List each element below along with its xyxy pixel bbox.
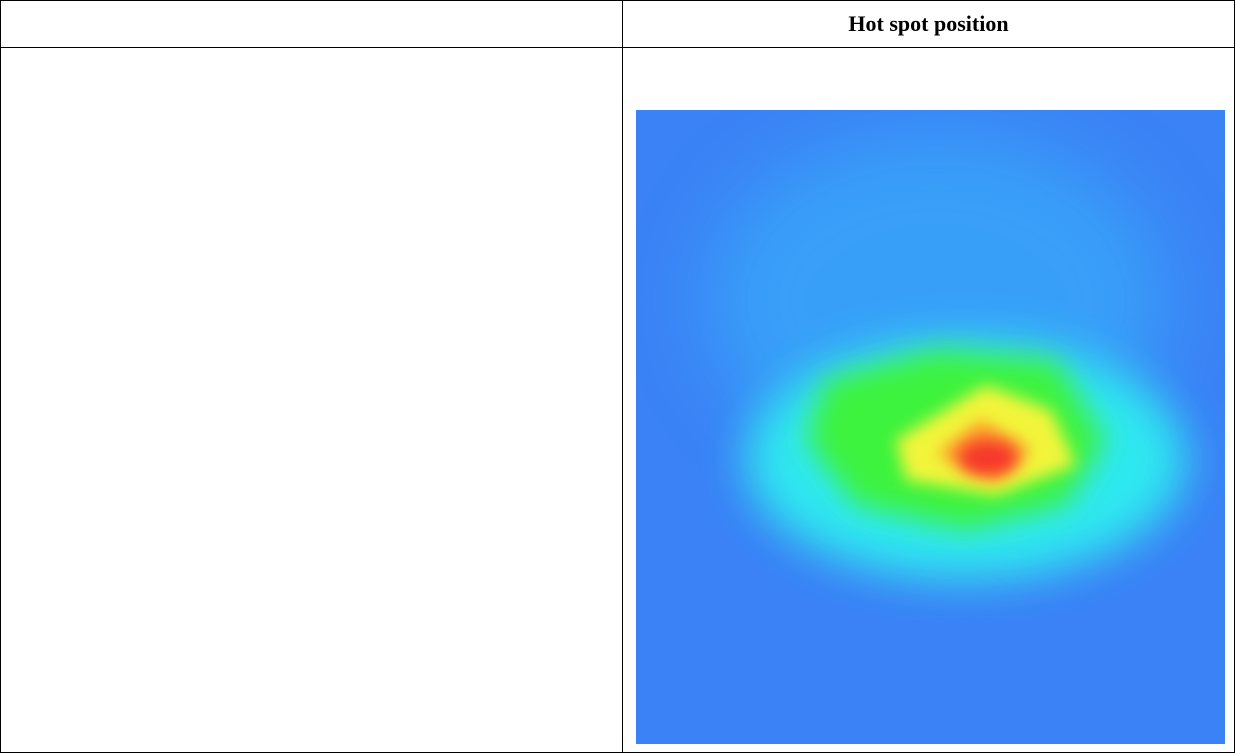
table-border-left: [0, 0, 1, 753]
hot-spot-heatmap-image: [636, 110, 1225, 744]
column-header-hot-spot-position: Hot spot position: [848, 11, 1009, 36]
heatmap-graphic: [636, 110, 1225, 744]
table-border-header: [0, 47, 1235, 48]
table-border-top: [0, 0, 1235, 1]
table-column-divider: [622, 0, 623, 753]
heatmap-hot-spot: [958, 440, 1018, 476]
